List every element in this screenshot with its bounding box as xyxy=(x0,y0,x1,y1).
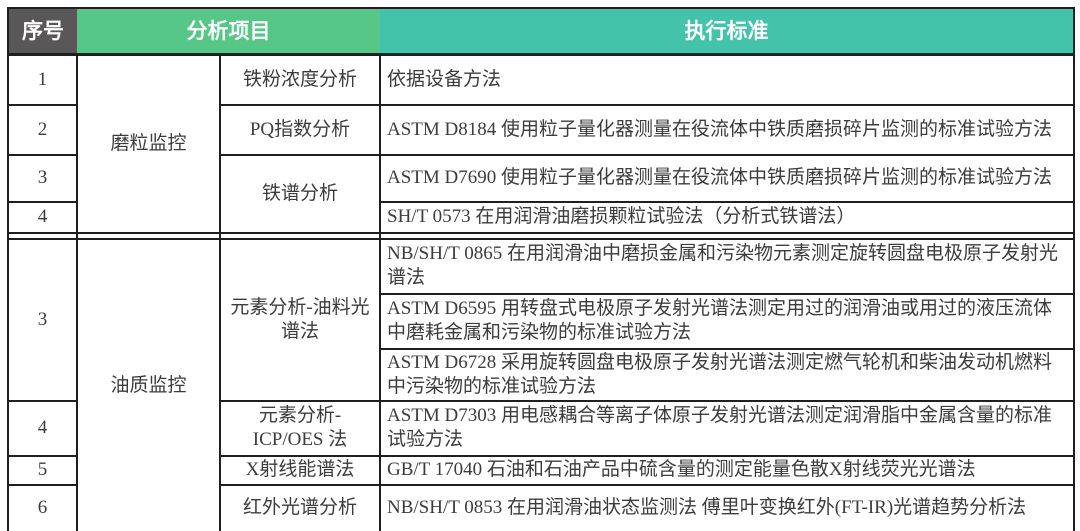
table-row: ASTM D6728 采用旋转圆盘电极原子发射光谱法测定燃气轮机和柴油发动机燃料… xyxy=(8,347,1075,402)
analysis-standards-table: 序号 分析项目 执行标准 1 磨粒监控 铁粉浓度分析 依据设备方法 2 PQ指数… xyxy=(7,7,1075,531)
table-row: 3 油质监控 元素分析-油料光谱法 NB/SH/T 0865 在用润滑油中磨损金… xyxy=(7,237,1075,531)
seq-cell: 3 xyxy=(7,153,78,203)
seq-cell: 6 xyxy=(7,483,78,531)
item-cell: 红外光谱分析 xyxy=(219,483,381,531)
item-cell: 元素分析-ICP/OES 法 xyxy=(219,399,381,457)
header-cell-seq: 序号 xyxy=(7,7,77,56)
seq-cell: 3 xyxy=(7,237,78,402)
table-row: 4 元素分析-ICP/OES 法 ASTM D7303 用电感耦合等离子体原子发… xyxy=(7,399,1075,457)
seq-cell: 4 xyxy=(7,200,78,234)
standard-cell: SH/T 0573 在用润滑油磨损颗粒试验法（分析式铁谱法） xyxy=(379,200,1075,234)
table-header-row: 序号 分析项目 执行标准 xyxy=(7,7,1075,56)
item-cell: X射线能谱法 xyxy=(219,454,381,486)
standard-cell: 依据设备方法 xyxy=(379,53,1075,106)
item-cell: 铁粉浓度分析 xyxy=(219,53,381,106)
standard-cell: NB/SH/T 0865 在用润滑油中磨损金属和污染物元素测定旋转圆盘电极原子发… xyxy=(379,237,1075,295)
table-row: 1 磨粒监控 铁粉浓度分析 依据设备方法 xyxy=(7,53,1075,234)
group-cell: 油质监控 xyxy=(76,237,221,531)
group-cell: 磨粒监控 xyxy=(76,53,221,234)
table-row: 4 SH/T 0573 在用润滑油磨损颗粒试验法（分析式铁谱法） xyxy=(7,200,1075,234)
table-row: 5 X射线能谱法 GB/T 17040 石油和石油产品中硫含量的测定能量色散X射… xyxy=(7,454,1075,486)
table-row: 2 PQ指数分析 ASTM D8184 使用粒子量化器测量在役流体中铁质磨损碎片… xyxy=(7,103,1075,156)
standard-cell: GB/T 17040 石油和石油产品中硫含量的测定能量色散X射线荧光光谱法 xyxy=(379,454,1075,486)
item-cell: 铁谱分析 xyxy=(219,153,381,234)
table-row: 3 铁谱分析 ASTM D7690 使用粒子量化器测量在役流体中铁质磨损碎片监测… xyxy=(7,153,1075,234)
item-cell: 元素分析-油料光谱法 xyxy=(219,237,381,402)
table-row: 6 红外光谱分析 NB/SH/T 0853 在用润滑油状态监测法 傅里叶变换红外… xyxy=(7,483,1075,531)
item-cell: PQ指数分析 xyxy=(219,103,381,156)
standard-cell: ASTM D6595 用转盘式电极原子发射光谱法测定用过的润滑油或用过的液压流体… xyxy=(379,292,1075,350)
header-cell-standard: 执行标准 xyxy=(380,7,1075,56)
seq-cell: 2 xyxy=(7,103,78,156)
table-row: ASTM D6595 用转盘式电极原子发射光谱法测定用过的润滑油或用过的液压流体… xyxy=(8,292,1075,350)
header-cell-project: 分析项目 xyxy=(77,7,380,56)
standard-cell: ASTM D7303 用电感耦合等离子体原子发射光谱法测定润滑脂中金属含量的标准… xyxy=(379,399,1075,457)
standard-cell: ASTM D7690 使用粒子量化器测量在役流体中铁质磨损碎片监测的标准试验方法 xyxy=(379,153,1075,203)
standard-cell: NB/SH/T 0853 在用润滑油状态监测法 傅里叶变换红外(FT-IR)光谱… xyxy=(379,483,1075,531)
standard-cell: ASTM D6728 采用旋转圆盘电极原子发射光谱法测定燃气轮机和柴油发动机燃料… xyxy=(379,347,1075,402)
section-divider xyxy=(7,231,1075,240)
seq-cell: 4 xyxy=(7,399,78,457)
standard-cell: ASTM D8184 使用粒子量化器测量在役流体中铁质磨损碎片监测的标准试验方法 xyxy=(379,103,1075,156)
seq-cell: 5 xyxy=(7,454,78,486)
seq-cell: 1 xyxy=(7,53,78,106)
